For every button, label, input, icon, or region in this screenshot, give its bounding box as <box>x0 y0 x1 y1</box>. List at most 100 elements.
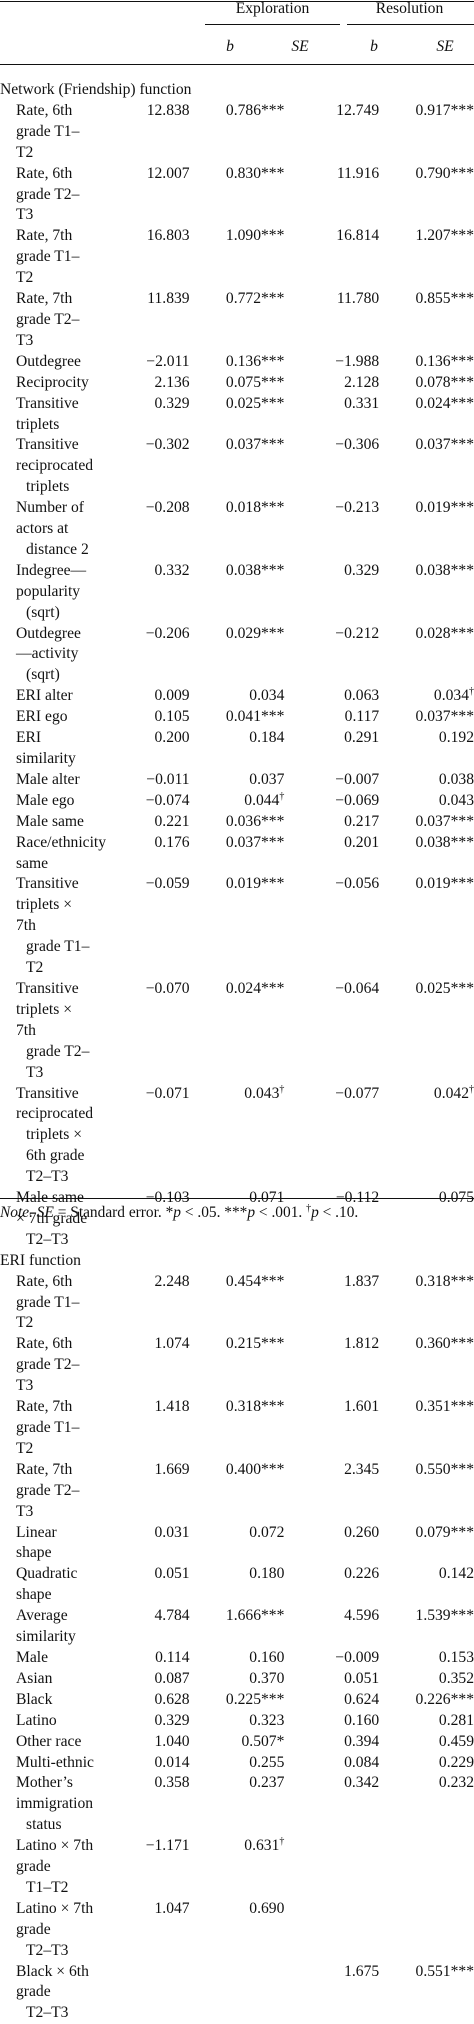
row-label-text: Rate, 7th grade T2–T3 <box>16 290 80 349</box>
cell-se2: 0.037*** <box>415 708 474 726</box>
table-row: Latino × 7th grade T2–T3 1.047 0.690 <box>0 1899 474 1962</box>
cell-b2: −0.069 <box>335 791 380 809</box>
cell-se2: 0.028*** <box>415 624 474 642</box>
row-label-text: Average similarity <box>16 1607 76 1646</box>
cell-b2: 0.260 <box>344 1523 380 1541</box>
row-label: Black <box>0 1690 95 1711</box>
table-row: Latino 0.329 0.323 0.160 0.281 <box>0 1711 474 1732</box>
cell-se1: 0.215*** <box>225 1335 285 1353</box>
cell-b2: −0.112 <box>335 1189 380 1207</box>
row-label-continuation: grade T1–T2 <box>26 938 90 977</box>
cell-se1: 0.690 <box>249 1899 285 1917</box>
cell-b2 <box>284 1836 379 1899</box>
cell-b2: 0.329 <box>344 561 380 579</box>
cell-b2: 0.217 <box>344 812 380 830</box>
cell-se1: 0.184 <box>249 729 285 747</box>
cell-se2: 0.079*** <box>415 1523 474 1541</box>
cell-se2: 0.078*** <box>415 373 474 391</box>
cell-b2: −0.064 <box>335 979 380 997</box>
cell-se1: 0.037*** <box>225 833 285 851</box>
table-row: Mother’s immigration status 0.358 0.237 0.34… <box>0 1773 474 1836</box>
cell-b1: 0.628 <box>154 1690 190 1708</box>
row-label-text: Rate, 6th grade T2–T3 <box>16 1335 80 1395</box>
cell-b2: 1.837 <box>344 1272 380 1290</box>
cell-se1: 0.180 <box>249 1565 285 1583</box>
cell-b1: 0.051 <box>154 1565 190 1583</box>
row-label: Average similarity <box>0 1606 95 1648</box>
cell-b2: 0.063 <box>344 687 380 705</box>
cell-b2: 0.201 <box>344 833 380 851</box>
table-row: Race/ethnicity same 0.176 0.037*** 0.201 0.0… <box>0 833 474 875</box>
table-row: Average similarity 4.784 1.666*** 4.596 1.53… <box>0 1606 474 1648</box>
row-label-text: Quadratic shape <box>16 1565 78 1604</box>
cell-b1: 0.329 <box>154 1711 190 1729</box>
row-label: ERI ego <box>0 707 95 728</box>
cell-se2 <box>379 1836 474 1899</box>
group-header-resolution: Resolution <box>375 0 444 17</box>
cell-b1 <box>95 1962 190 2024</box>
cell-se2: 0.042† <box>433 1083 474 1102</box>
row-label: Multi-ethnic <box>0 1753 95 1774</box>
cell-b1: −0.011 <box>146 770 190 788</box>
cell-b1: 0.329 <box>154 394 190 412</box>
cell-se1: 0.454*** <box>225 1272 285 1290</box>
row-label: Transitive triplets × 7th grade T1–T2 <box>0 874 95 979</box>
cell-b1: 4.784 <box>154 1607 190 1625</box>
cell-se2: 0.037*** <box>415 436 474 454</box>
row-label-text: Male same <box>16 812 84 830</box>
row-label-text: Other race <box>16 1732 82 1750</box>
cell-b2: 0.051 <box>344 1669 380 1687</box>
section-title: Network (Friendship) function <box>0 81 192 98</box>
cell-b2: −1.988 <box>335 352 380 370</box>
row-label-text: Male ego <box>16 791 75 809</box>
table-row: Latino × 7th grade T1–T2 −1.171 0.631† <box>0 1836 474 1899</box>
cell-b1: 1.418 <box>154 1398 190 1416</box>
cell-b1: −2.011 <box>146 352 190 370</box>
row-label-continuation: (sqrt) <box>26 603 60 621</box>
cell-b2: −0.009 <box>335 1648 380 1666</box>
row-label-text: Rate, 7th grade T1–T2 <box>16 1398 80 1457</box>
row-label: Race/ethnicity same <box>0 833 106 875</box>
table-row: Transitive triplets 0.329 0.025*** 0.331 0.0… <box>0 394 474 436</box>
cell-b2: 0.624 <box>344 1690 380 1708</box>
row-label-text: Latino × 7th grade <box>16 1837 94 1876</box>
cell-se2: 0.790*** <box>415 164 474 182</box>
cell-se1: 0.044† <box>244 790 285 809</box>
cell-b1: 0.031 <box>154 1523 190 1541</box>
cell-se1: 0.830*** <box>225 164 285 182</box>
row-label-text: ERI alter <box>16 687 73 705</box>
cell-se2: 0.232 <box>438 1774 474 1792</box>
cell-se1: 0.029*** <box>225 624 285 642</box>
cell-se1: 0.024*** <box>225 979 285 997</box>
table-row: Asian 0.087 0.370 0.051 0.352 <box>0 1669 474 1690</box>
row-label-text: Black <box>16 1690 53 1708</box>
table-row: Indegree—popularity (sqrt) 0.332 0.038*** 0.… <box>0 561 474 624</box>
header-rule <box>0 64 474 65</box>
row-label-text: Rate, 6th grade T2–T3 <box>16 164 80 224</box>
table-row: Rate, 7th grade T2–T3 1.669 0.400*** 2.345 0… <box>0 1460 474 1523</box>
cell-b2: −0.212 <box>335 624 380 642</box>
row-label: Transitive reciprocated triplets × 6th gr… <box>0 1084 95 1189</box>
cell-se1: 0.237 <box>249 1774 285 1792</box>
cell-b2: 0.331 <box>344 394 380 412</box>
cell-se2: 0.855*** <box>415 290 474 308</box>
table-row: ERI similarity 0.200 0.184 0.291 0.192 <box>0 728 474 770</box>
row-label-text: Outdegree—activity <box>16 624 81 663</box>
row-label: ERI similarity <box>0 728 95 770</box>
cell-se2: 0.037*** <box>415 812 474 830</box>
row-label: Rate, 6th grade T2–T3 <box>0 164 95 227</box>
cell-b2: 2.345 <box>344 1460 380 1478</box>
row-label-continuation: grade T2–T3 <box>26 1042 90 1081</box>
table-row: Transitive reciprocated triplets × 6th gr… <box>0 1084 474 1189</box>
cell-se1: 0.370 <box>249 1669 285 1687</box>
cell-se1: 0.255 <box>249 1753 285 1771</box>
cell-se1: 0.400*** <box>225 1460 285 1478</box>
row-label: Transitive triplets <box>0 394 95 436</box>
cell-se2: 0.351*** <box>415 1398 474 1416</box>
cell-se1: 0.019*** <box>225 875 285 893</box>
cell-se1: 1.090*** <box>225 227 285 245</box>
cell-b2: 4.596 <box>344 1607 380 1625</box>
cell-se1: 0.037 <box>249 770 285 788</box>
row-label-text: Number of actors at <box>16 499 84 538</box>
cell-se2: 0.024*** <box>415 394 474 412</box>
